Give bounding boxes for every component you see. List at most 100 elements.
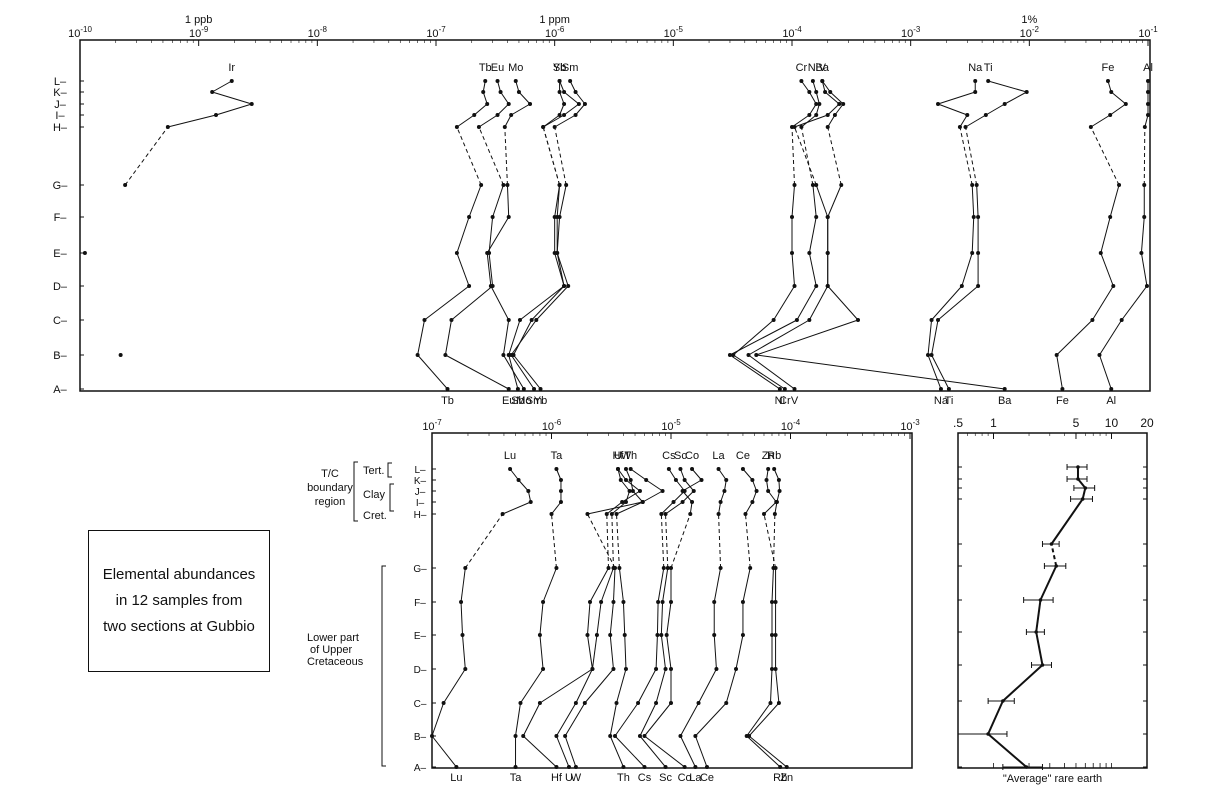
data-point: [615, 467, 620, 471]
series-segment: [718, 468, 727, 481]
top-panel: 10-10 10-9 10-8 10-7 10-6 10-5 10-4 10-3 10-2 10-…: [53, 14, 1159, 407]
series-segment: [729, 319, 798, 356]
x-tick-label: 10-4: [782, 25, 802, 40]
series-segment: [791, 252, 796, 287]
series-label-top: W: [621, 450, 632, 462]
y-tick-label: L–: [54, 76, 67, 88]
series-segment: [616, 513, 620, 569]
plot-frame: [431, 432, 913, 769]
bottom-right-panel: .5 1 5 10 20 "Average" rare earth: [953, 416, 1154, 785]
series-segment: [508, 354, 519, 390]
series-segment: [985, 103, 1005, 116]
caption-line-1: Elemental abundances: [102, 566, 256, 583]
series-segment: [937, 285, 979, 321]
x-tick-label: 10-4: [781, 418, 801, 433]
series-segment: [509, 468, 519, 481]
series-segment: [542, 114, 565, 128]
series-segment: [775, 668, 780, 704]
data-point: [623, 467, 628, 471]
series-Yb: Yb Yb: [511, 62, 581, 407]
series-segment: [1110, 91, 1127, 105]
series-segment: [655, 668, 667, 704]
series-segment: [502, 319, 510, 356]
series-segment: [612, 567, 616, 603]
y-tick-label: C–: [53, 315, 68, 327]
series-segment: [821, 80, 831, 93]
series-segment: [961, 252, 973, 287]
series-Co: Co Co: [642, 450, 704, 784]
data-point: [568, 79, 573, 83]
series-segment: [1056, 319, 1093, 356]
data-point: [495, 79, 500, 83]
series-label-top: Ta: [551, 450, 564, 462]
bottom-left-panel: 10-7 10-6 10-5 10-4 10-3 A– B– C– D– E– F– G– H–I–J–…: [413, 418, 920, 784]
series-segment: [632, 490, 644, 503]
series-segment: [808, 91, 817, 105]
y-tick-label: D–: [53, 281, 68, 293]
series-Ce: Ce Ce: [693, 450, 759, 784]
data-point: [554, 467, 559, 471]
data-point: [82, 251, 87, 255]
series-label-top: Ba: [816, 62, 830, 74]
series-label-top: Al: [1143, 62, 1153, 74]
series-segment: [971, 216, 975, 254]
cret-label: Cret.: [363, 510, 387, 522]
x-tick-label: 10-8: [308, 25, 328, 40]
series-U: UU: [554, 450, 632, 784]
series-segment: [665, 513, 669, 569]
series-Fe: Fe Fe: [1054, 62, 1128, 407]
series-segment: [614, 735, 645, 768]
series-avg: [957, 464, 1096, 770]
series-segment: [744, 513, 751, 569]
series-segment: [462, 634, 466, 670]
series-segment: [812, 184, 817, 218]
series-segment: [771, 567, 774, 603]
series-Eu: Eu Eu: [443, 62, 515, 407]
series-segment: [618, 567, 624, 603]
x-tick-label: 10-10: [68, 25, 92, 40]
series-segment: [559, 184, 567, 218]
y-tick-label: C–: [414, 699, 427, 710]
series-segment: [520, 668, 544, 704]
series-label-bottom: Zn: [780, 772, 793, 784]
series-segment: [698, 668, 717, 704]
series-label-bottom: V: [791, 395, 799, 407]
series-segment: [987, 700, 1004, 735]
series-segment: [931, 354, 950, 390]
x-tick-label: 10-7: [422, 418, 442, 433]
series-segment: [456, 114, 475, 128]
series-segment: [971, 184, 975, 218]
x-axis-label: "Average" rare earth: [1003, 773, 1102, 785]
series-segment: [662, 567, 669, 603]
series-segment: [713, 634, 717, 670]
series-label-top: Cr: [796, 62, 808, 74]
series-label-bottom: Ce: [700, 772, 714, 784]
series-label-top: La: [712, 450, 725, 462]
series-segment: [614, 702, 639, 737]
lower-label-3: Cretaceous: [307, 656, 364, 668]
tert-brace: [387, 462, 392, 478]
series-segment: [445, 354, 509, 390]
series-segment: [1081, 487, 1087, 500]
series-segment: [800, 80, 810, 93]
series-segment: [1091, 285, 1114, 321]
y-tick-label: K–: [53, 87, 67, 99]
series-segment: [682, 490, 693, 503]
series-segment: [827, 126, 842, 186]
series-segment: [642, 490, 663, 503]
series-segment: [666, 601, 672, 636]
series-label-bottom: U: [565, 772, 573, 784]
data-point: [678, 467, 683, 471]
series-segment: [735, 634, 744, 670]
series-segment: [542, 126, 561, 186]
series-segment: [742, 468, 753, 481]
data-point: [810, 79, 815, 83]
series-segment: [801, 114, 817, 128]
y-tick-label: J–: [54, 99, 67, 111]
series-segment: [559, 91, 565, 105]
series-segment: [689, 501, 693, 515]
series-segment: [518, 91, 531, 105]
series-segment: [931, 285, 963, 321]
y-tick-label: F–: [414, 598, 426, 609]
series-segment: [431, 735, 457, 768]
